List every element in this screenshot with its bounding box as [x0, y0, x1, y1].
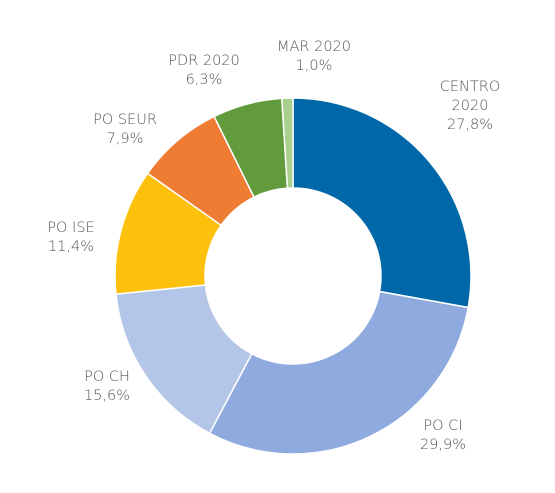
slice-category-label: CENTRO	[440, 79, 500, 95]
slice-value-label: 15,6%	[84, 388, 130, 404]
slice-value-label: 29,9%	[420, 437, 466, 453]
data-label-mar-2020: MAR 2020 1,0%	[277, 39, 351, 74]
data-label-po-ise: PO ISE 11,4%	[47, 220, 94, 255]
slice-value-label: 1,0%	[296, 58, 333, 74]
slice-category-label: PDR 2020	[168, 53, 240, 69]
slice-po-ci	[208, 290, 470, 455]
data-label-pdr-2020: PDR 2020 6,3%	[168, 53, 240, 88]
slice-value-label: 11,4%	[48, 239, 94, 255]
slice-category-label: PO CH	[84, 369, 130, 385]
slice-category-label: PO ISE	[47, 220, 94, 236]
slice-category-label: MAR 2020	[277, 39, 351, 55]
slice-mar-2020	[281, 97, 294, 189]
data-label-po-seur: PO SEUR 7,9%	[93, 112, 157, 147]
slice-category-label: 2020	[452, 98, 489, 114]
data-label-po-ch: PO CH 15,6%	[84, 369, 130, 404]
slice-value-label: 6,3%	[186, 72, 223, 88]
slice-value-label: 27,8%	[447, 117, 493, 133]
data-label-po-ci: PO CI 29,9%	[420, 418, 466, 453]
slice-category-label: PO SEUR	[93, 112, 157, 128]
slice-value-label: 7,9%	[107, 131, 144, 147]
slice-centro-2020	[292, 97, 472, 309]
slice-category-label: PO CI	[423, 418, 462, 434]
data-label-centro-2020: CENTRO 2020 27,8%	[440, 79, 500, 133]
